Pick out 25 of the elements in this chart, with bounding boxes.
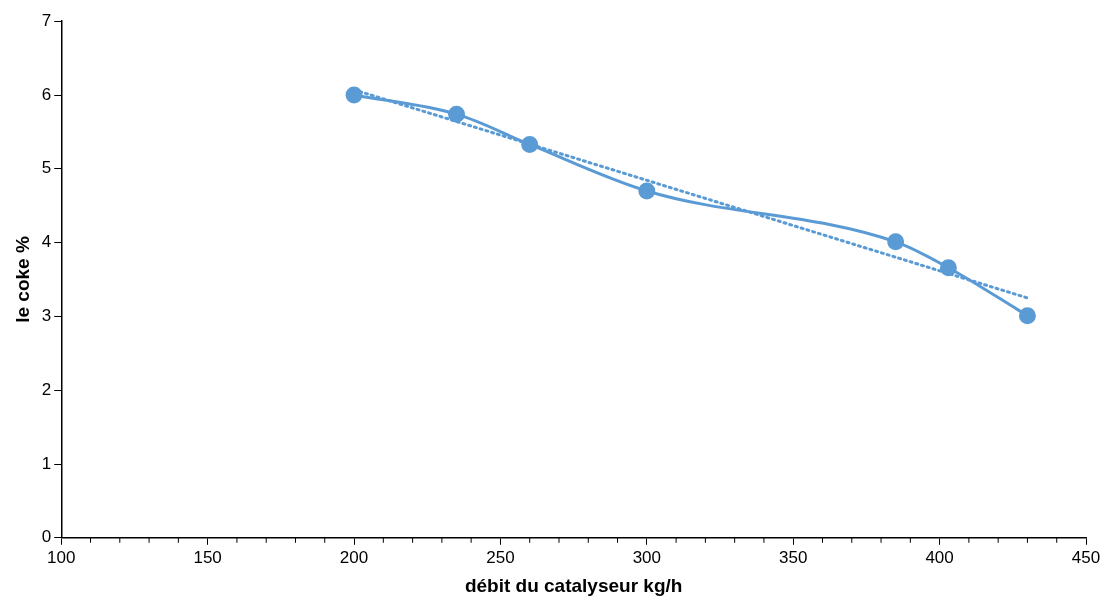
- y-tick-label: 0: [41, 527, 52, 547]
- y-tick-label: 3: [41, 306, 52, 326]
- point: [521, 135, 539, 153]
- point: [1018, 307, 1036, 325]
- x-tick-label: 300: [632, 547, 662, 567]
- point: [638, 182, 656, 200]
- y-axis-title: le coke %: [11, 236, 33, 323]
- x-tick-label: 250: [486, 547, 515, 567]
- x-tick-label: 350: [779, 547, 808, 567]
- x-tick-label: 450: [1071, 547, 1101, 567]
- x-tick-label: 100: [47, 547, 76, 567]
- y-tick-label: 1: [41, 453, 52, 473]
- point: [345, 86, 363, 104]
- y-tick-label: 7: [41, 10, 52, 30]
- point: [887, 233, 905, 251]
- point: [939, 259, 957, 277]
- y-tick-label: 6: [41, 84, 52, 104]
- point: [448, 105, 466, 123]
- x-tick-label: 400: [925, 547, 954, 567]
- y-tick-label: 4: [41, 232, 52, 252]
- x-axis-title: débit du catalyseur kg/h: [464, 574, 683, 596]
- x-tick-label: 200: [339, 547, 369, 567]
- y-tick-label: 5: [41, 158, 52, 178]
- y-tick-label: 2: [41, 379, 52, 399]
- x-tick-label: 150: [193, 547, 222, 567]
